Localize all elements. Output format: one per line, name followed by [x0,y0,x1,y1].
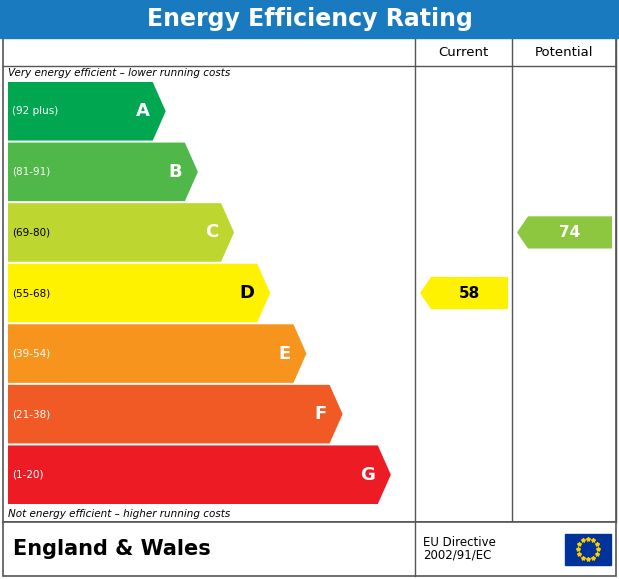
Text: A: A [136,102,150,120]
Text: D: D [239,284,254,302]
Text: Potential: Potential [535,46,593,58]
Polygon shape [8,263,271,323]
Text: Current: Current [438,46,488,58]
Text: G: G [360,466,375,483]
Text: Energy Efficiency Rating: Energy Efficiency Rating [147,7,472,31]
Text: 74: 74 [560,225,581,240]
Text: (39-54): (39-54) [12,349,50,358]
Bar [3,38,616,522]
Text: (55-68): (55-68) [12,288,50,298]
Text: C: C [205,223,218,241]
Text: England & Wales: England & Wales [13,539,210,559]
Polygon shape [8,82,166,141]
Text: E: E [278,345,290,362]
Polygon shape [8,324,306,383]
Text: B: B [168,163,182,181]
Bar [565,533,611,565]
Polygon shape [517,217,612,248]
Text: Not energy efficient – higher running costs: Not energy efficient – higher running co… [8,509,230,519]
Bar [3,522,616,576]
Bar [0,0,619,38]
Polygon shape [8,203,234,262]
Text: 2002/91/EC: 2002/91/EC [423,548,491,562]
Text: 58: 58 [459,285,480,301]
Text: F: F [314,405,327,423]
Polygon shape [8,385,342,444]
Text: (21-38): (21-38) [12,409,50,419]
Text: (69-80): (69-80) [12,228,50,237]
Text: (92 plus): (92 plus) [12,107,58,116]
Polygon shape [8,445,391,504]
Text: Very energy efficient – lower running costs: Very energy efficient – lower running co… [8,68,230,78]
Text: (81-91): (81-91) [12,167,50,177]
Text: (1-20): (1-20) [12,470,43,480]
Polygon shape [8,142,198,201]
Polygon shape [420,277,508,309]
Text: EU Directive: EU Directive [423,537,496,549]
